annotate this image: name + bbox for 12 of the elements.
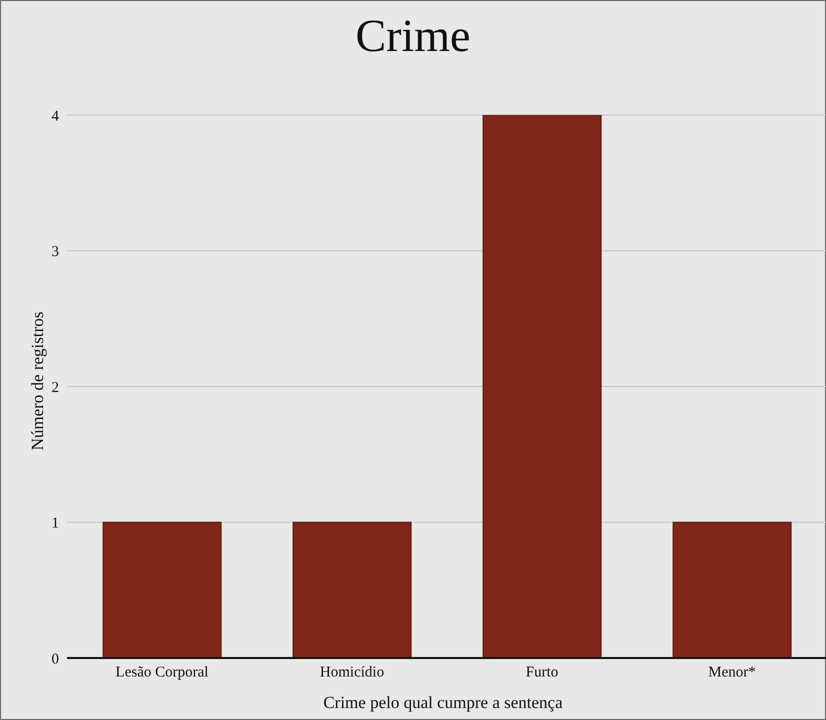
chart-title: Crime bbox=[354, 9, 472, 62]
y-axis-title: Número de registros bbox=[28, 312, 48, 450]
y-tick-label: 4 bbox=[52, 108, 60, 124]
x-tick-label: Lesão Corporal bbox=[116, 664, 208, 681]
x-tick-label: Menor* bbox=[708, 664, 756, 681]
x-tick-label: Furto bbox=[526, 664, 558, 681]
y-tick-label: 2 bbox=[52, 380, 59, 396]
y-tick-label: 1 bbox=[52, 516, 59, 532]
y-tick-label: 0 bbox=[52, 651, 59, 668]
x-tick-label: Homicídio bbox=[320, 664, 384, 681]
y-tick-label: 3 bbox=[52, 244, 59, 260]
x-axis-title: Crime pelo qual cumpre a sentença bbox=[322, 693, 564, 713]
